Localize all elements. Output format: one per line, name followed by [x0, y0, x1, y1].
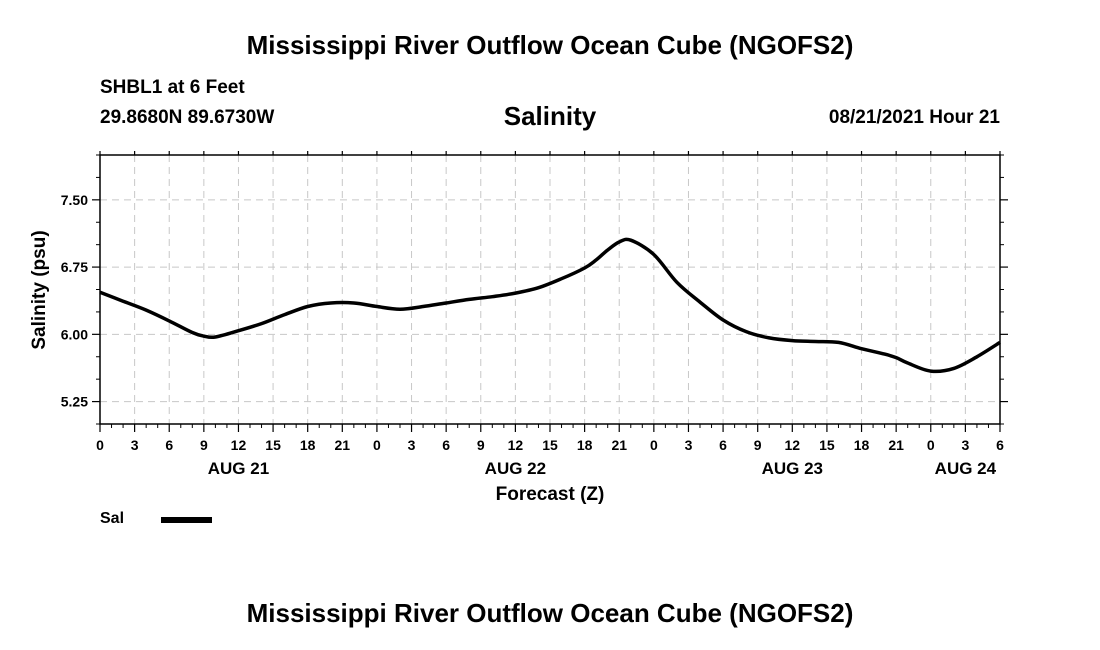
x-tick-label: 3	[131, 437, 139, 453]
y-tick-label: 6.00	[61, 326, 88, 342]
x-tick-label: 9	[477, 437, 485, 453]
station-coordinates: 29.8680N 89.6730W	[100, 107, 275, 128]
x-tick-label: 0	[650, 437, 658, 453]
x-tick-label: 0	[96, 437, 104, 453]
y-tick-label: 5.25	[61, 394, 88, 410]
x-tick-label: 21	[335, 437, 351, 453]
x-tick-label: 18	[854, 437, 870, 453]
x-axis-label: Forecast (Z)	[496, 484, 605, 505]
chart-title: Salinity	[503, 101, 597, 131]
x-tick-label: 9	[200, 437, 208, 453]
x-tick-label: 15	[542, 437, 558, 453]
plot-frame	[99, 154, 1001, 425]
x-tick-label: 3	[408, 437, 416, 453]
legend-line-swatch	[161, 517, 212, 523]
y-tick-label: 6.75	[61, 259, 88, 275]
x-tick-label: 15	[265, 437, 281, 453]
x-tick-label: 12	[785, 437, 801, 453]
x-tick-label: 0	[927, 437, 935, 453]
x-tick-label: 21	[888, 437, 904, 453]
x-tick-label: 15	[819, 437, 835, 453]
x-tick-label: 12	[508, 437, 524, 453]
series	[99, 237, 1001, 374]
figure-title: Mississippi River Outflow Ocean Cube (NG…	[246, 30, 854, 60]
x-tick-label: 6	[996, 437, 1004, 453]
legend-label: Sal	[100, 510, 125, 527]
x-tick-label: 6	[442, 437, 450, 453]
grid	[100, 155, 1000, 424]
x-tick-label: 3	[685, 437, 693, 453]
x-tick-label: 6	[719, 437, 727, 453]
y-tick-label: 7.50	[61, 192, 88, 208]
series-line-sal	[99, 237, 1001, 374]
x-tick-label: 18	[300, 437, 316, 453]
x-tick-label: 6	[165, 437, 173, 453]
x-tick-label: 9	[754, 437, 762, 453]
x-tick-label: 12	[231, 437, 247, 453]
x-tick-label: 0	[373, 437, 381, 453]
x-day-label: AUG 23	[762, 459, 823, 478]
x-day-label: AUG 22	[485, 459, 546, 478]
tick-labels: 0 3 6 9 12 15 18 21 0 3 6 9 12 15 18 21 0 3 6 9 12 15 18 21 0 3 6 5…	[61, 192, 1004, 478]
x-day-label: AUG 21	[208, 459, 269, 478]
x-tick-label: 21	[611, 437, 627, 453]
x-day-label: AUG 24	[935, 459, 997, 478]
forecast-datetime: 08/21/2021 Hour 21	[828, 107, 1000, 128]
y-axis-label: Salinity (psu)	[29, 230, 50, 349]
footer-title: Mississippi River Outflow Ocean Cube (NG…	[246, 598, 854, 628]
x-tick-label: 3	[961, 437, 969, 453]
station-label: SHBL1 at 6 Feet	[100, 77, 245, 98]
x-tick-label: 18	[577, 437, 593, 453]
